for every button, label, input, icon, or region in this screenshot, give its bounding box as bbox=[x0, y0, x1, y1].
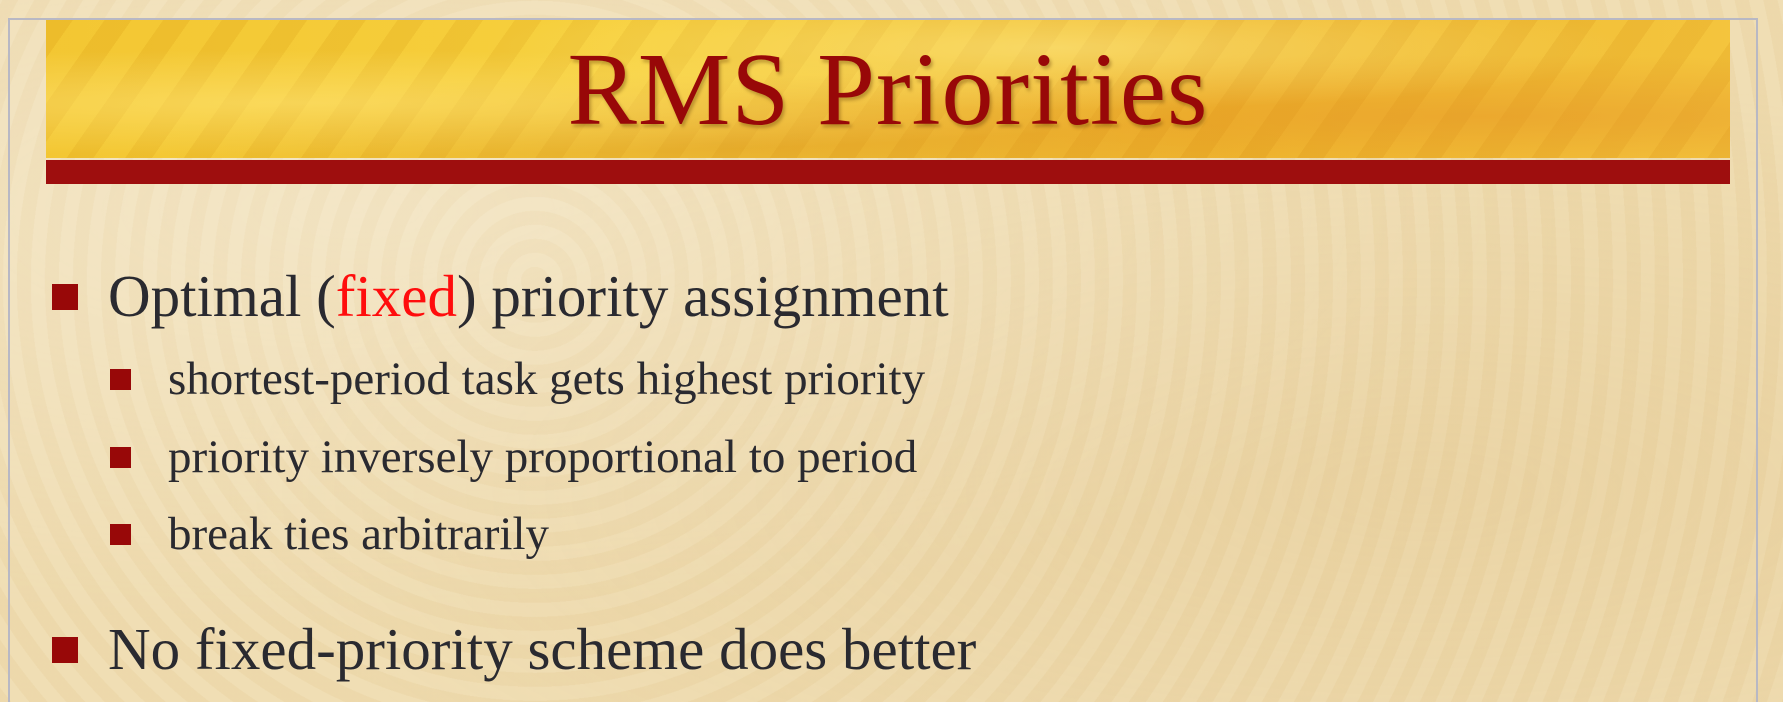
title-underline bbox=[46, 160, 1730, 184]
square-bullet-icon bbox=[110, 523, 131, 545]
slide-title: RMS Priorities bbox=[567, 32, 1209, 147]
title-banner bbox=[46, 20, 1730, 158]
bullet-text: No fixed-priority scheme does better bbox=[108, 616, 977, 682]
bullet-text: Optimal (fixed) priority assignment bbox=[108, 262, 949, 331]
bullet-text-suffix: ) priority assignment bbox=[457, 263, 949, 329]
sub-bullet-text: priority inversely proportional to perio… bbox=[168, 431, 918, 483]
square-bullet-icon bbox=[110, 446, 131, 468]
bullet-optimal-priority: Optimal (fixed) priority assignment bbox=[52, 262, 949, 331]
highlight-fixed: fixed bbox=[335, 263, 457, 329]
sub-bullet-inversely-proportional: priority inversely proportional to perio… bbox=[110, 430, 917, 484]
square-bullet-icon bbox=[52, 283, 78, 310]
bullet-no-fixed-priority: No fixed-priority scheme does better bbox=[52, 615, 976, 684]
bullet-text-prefix: Optimal ( bbox=[108, 263, 336, 329]
sub-bullet-shortest-period: shortest-period task gets highest priori… bbox=[110, 352, 925, 406]
square-bullet-icon bbox=[52, 636, 78, 663]
slide-frame bbox=[8, 18, 1758, 702]
sub-bullet-text: shortest-period task gets highest priori… bbox=[168, 353, 926, 405]
sub-bullet-text: break ties arbitrarily bbox=[168, 508, 550, 560]
square-bullet-icon bbox=[110, 368, 131, 390]
sub-bullet-break-ties: break ties arbitrarily bbox=[110, 507, 549, 561]
